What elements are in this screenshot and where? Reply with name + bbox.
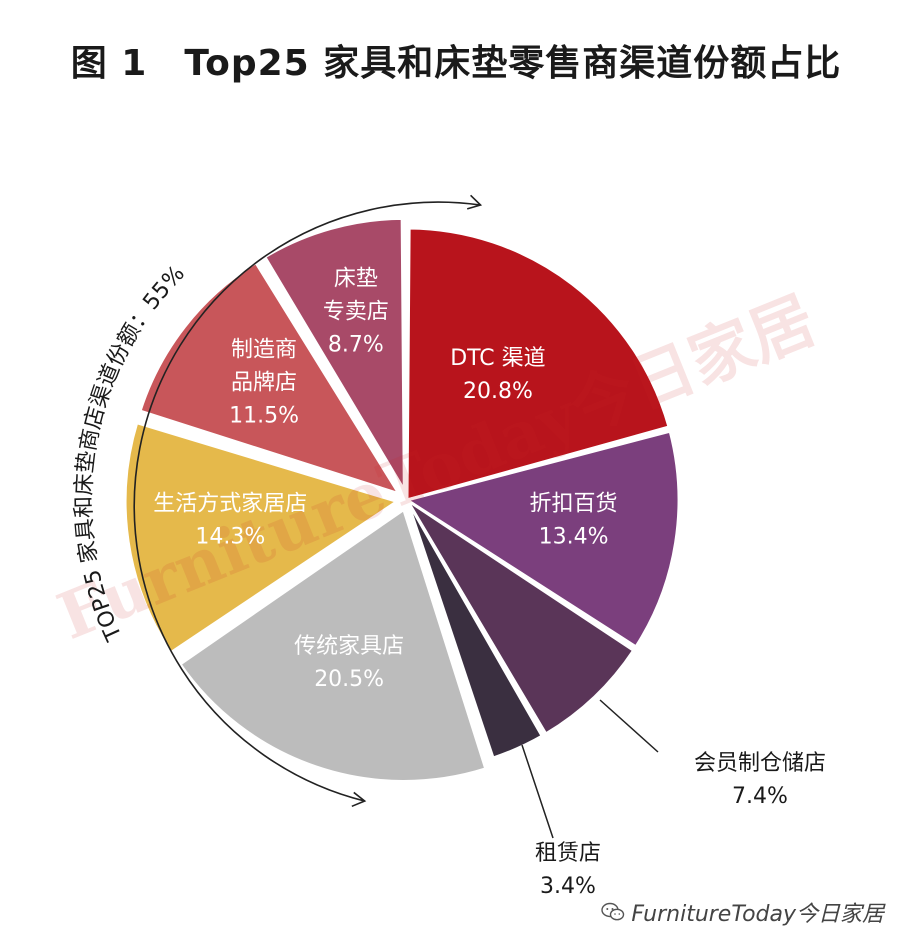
slice-label-lifestyle-home: 生活方式家居店 14.3% [153,491,307,549]
slice-warehouse-club [405,498,636,736]
slice-label-discount-department: 折扣百货 13.4% [530,491,618,549]
leader-line-rental [521,744,554,839]
slice-labels: DTC 渠道 20.8% 折扣百货 13.4% 会员制仓储店 7.4% 租赁店 3.4% 传统家… [153,267,826,899]
slice-rental [405,499,545,760]
slice-label-manufacturer-brand: 制造商品牌店 11.5% [229,337,299,428]
slice-mattress-specialty [262,216,406,496]
chart-title: 图 1 Top25 家具和床垫零售商渠道份额占比 [70,43,842,84]
slice-label-traditional-furniture: 传统家具店 20.5% [294,634,404,692]
slice-lifestyle-home [123,420,401,655]
pie-slices [123,216,681,783]
slice-label-warehouse-club: 会员制仓储店 7.4% [694,751,826,809]
slice-discount-department [403,429,681,649]
leader-lines [521,699,659,839]
wechat-icon [601,902,625,922]
footer-credit: FurnitureToday今日家居 [601,896,884,928]
slice-manufacturer-brand [138,260,403,497]
slice-traditional-furniture [177,507,488,783]
slice-label-dtc: DTC 渠道 20.8% [450,346,545,404]
slice-label-mattress-specialty: 床垫专卖店 8.7% [323,267,389,358]
slice-dtc [405,226,671,502]
footer-text: FurnitureToday今日家居 [631,902,884,927]
slice-label-rental: 租赁店 3.4% [535,841,601,899]
leader-line-warehouse-club [599,699,659,753]
